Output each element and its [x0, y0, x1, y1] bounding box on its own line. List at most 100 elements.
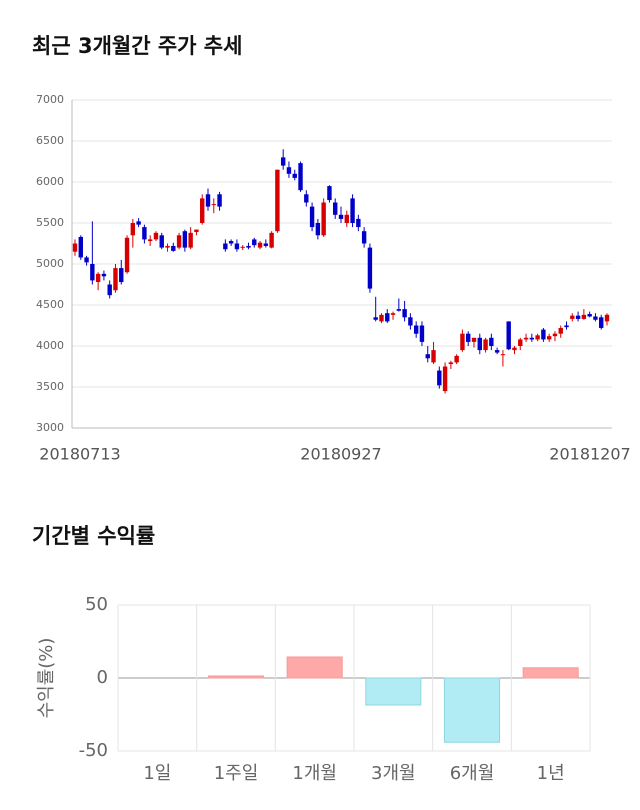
- candle-body: [541, 329, 546, 340]
- candle-body: [327, 186, 332, 201]
- candle-body: [361, 231, 367, 244]
- candle-body: [477, 337, 482, 351]
- y-tick-label: 3000: [36, 421, 64, 434]
- candle-body: [483, 339, 488, 351]
- x-tick-label: 1일: [143, 763, 171, 784]
- candle-body: [107, 284, 112, 296]
- candle-body: [350, 198, 355, 223]
- candle-body: [575, 315, 581, 319]
- candle-body: [223, 243, 228, 250]
- x-tick-label: 1년: [537, 763, 565, 784]
- y-tick-label: 3500: [36, 380, 64, 393]
- candle-body: [124, 237, 130, 273]
- candle-body: [315, 223, 321, 236]
- candle-body: [153, 232, 159, 240]
- y-tick-label: 6000: [36, 175, 64, 188]
- candle-body: [344, 214, 349, 223]
- y-tick-label: 4500: [36, 298, 64, 311]
- x-tick-label: 20181207: [549, 445, 630, 464]
- candle-body: [408, 317, 413, 326]
- candle-body: [413, 325, 419, 334]
- chart-title: 기간별 수익률: [32, 524, 155, 548]
- candle-body: [234, 243, 240, 250]
- candle-body: [176, 235, 182, 248]
- candle-body: [564, 325, 569, 328]
- candle-body: [188, 232, 193, 248]
- candle-body: [263, 243, 269, 246]
- candle-body: [379, 314, 384, 322]
- candle-body: [200, 198, 205, 223]
- candle-body: [309, 206, 315, 228]
- candle-body: [228, 241, 234, 244]
- candle-body: [356, 218, 361, 228]
- candle-body: [269, 232, 274, 248]
- candle-body: [304, 194, 309, 203]
- candle-body: [136, 221, 141, 225]
- y-tick-label: 5500: [36, 216, 64, 229]
- candle-body: [523, 337, 529, 340]
- candle-body: [95, 273, 101, 283]
- y-tick-label: 50: [85, 594, 108, 615]
- bar: [365, 677, 422, 706]
- x-tick-label: 20180927: [300, 445, 381, 464]
- candle-body: [587, 314, 592, 317]
- candle-body: [599, 317, 604, 328]
- candle-body: [518, 339, 523, 346]
- x-tick-label: 1개월: [292, 763, 337, 784]
- candle-body: [147, 239, 153, 242]
- candle-body: [367, 247, 373, 289]
- y-tick-label: 4000: [36, 339, 64, 352]
- candle-body: [90, 264, 95, 281]
- candle-body: [298, 163, 303, 191]
- candle-body: [275, 169, 280, 232]
- y-tick-label: 7000: [36, 93, 64, 106]
- candle-body: [385, 313, 390, 322]
- candle-body: [506, 321, 511, 350]
- candle-body: [142, 227, 147, 240]
- candle-body: [431, 350, 436, 363]
- candle-body: [321, 202, 326, 236]
- candle-body: [119, 268, 124, 283]
- candle-body: [159, 235, 164, 248]
- y-tick-label: 5000: [36, 257, 64, 270]
- y-axis-label: 수익률(%): [36, 638, 57, 719]
- candle-body: [72, 243, 78, 252]
- candle-body: [570, 315, 575, 319]
- candle-body: [460, 333, 465, 351]
- y-tick-label: 0: [97, 667, 108, 688]
- bar: [286, 656, 343, 679]
- candle-body: [489, 337, 494, 346]
- candle-body: [257, 242, 263, 248]
- bar: [207, 675, 265, 679]
- candle-body: [593, 316, 598, 320]
- candle-body: [402, 309, 407, 318]
- candle-body: [113, 268, 118, 291]
- candle-body: [454, 355, 459, 363]
- candle-body: [194, 229, 199, 233]
- candle-body: [604, 314, 610, 322]
- candle-body: [171, 245, 176, 251]
- x-tick-label: 1주일: [214, 763, 259, 784]
- candle-body: [546, 336, 552, 340]
- candle-body: [78, 236, 83, 258]
- candle-body: [373, 317, 378, 320]
- candle-body: [558, 327, 563, 334]
- chart-title: 최근 3개월간 주가 추세: [32, 34, 242, 58]
- candle-body: [425, 354, 430, 359]
- candle-body: [535, 335, 540, 340]
- candle-body: [182, 231, 188, 248]
- candle-body: [581, 314, 587, 319]
- candle-body: [494, 350, 500, 353]
- candle-body: [448, 362, 454, 365]
- candle-body: [252, 239, 257, 246]
- candle-body: [396, 309, 402, 311]
- candle-body: [165, 245, 170, 248]
- candle-body: [130, 223, 136, 236]
- candle-body: [240, 246, 245, 248]
- x-tick-label: 6개월: [450, 763, 495, 784]
- candle-body: [84, 257, 89, 263]
- candle-body: [442, 366, 448, 392]
- candle-body: [101, 273, 107, 277]
- y-tick-label: 6500: [36, 134, 64, 147]
